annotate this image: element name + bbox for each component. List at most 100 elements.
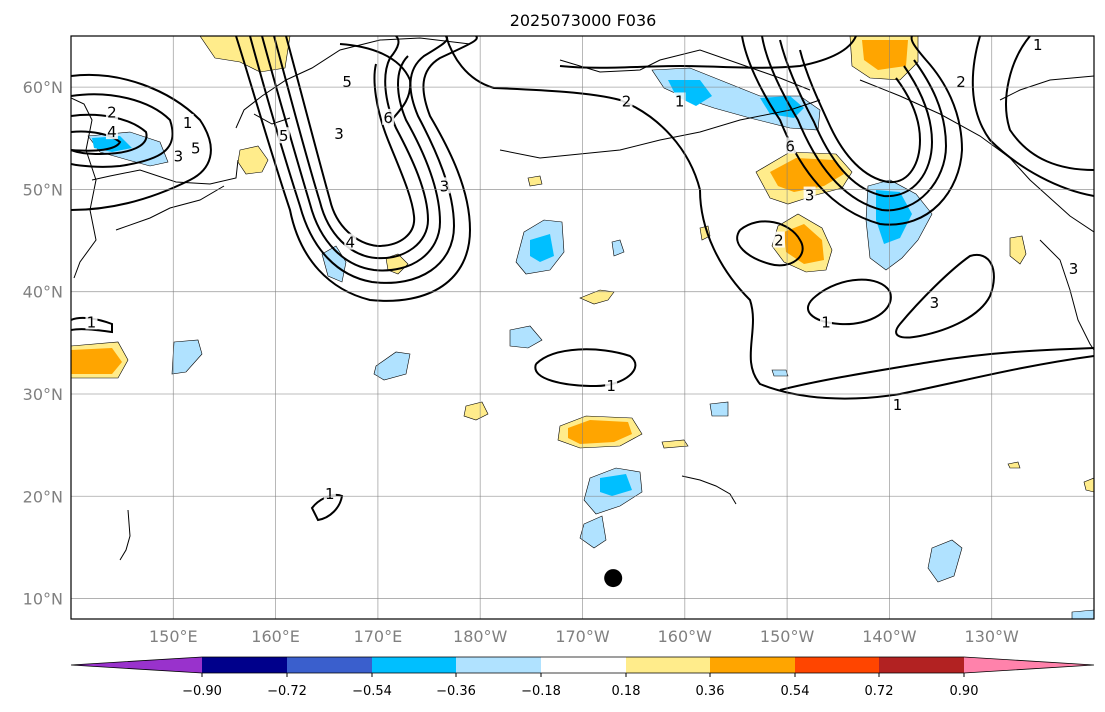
point-marker bbox=[604, 569, 623, 588]
contour-line bbox=[249, 36, 456, 284]
longitude-label: 130°W bbox=[965, 627, 1020, 646]
negative-anomaly-patch bbox=[709, 401, 729, 417]
contour-label-background bbox=[955, 73, 968, 90]
longitude-label: 160°W bbox=[658, 627, 713, 646]
contour-label: 4 bbox=[107, 123, 117, 141]
negative-anomaly-patch bbox=[171, 339, 203, 375]
contour-label-background bbox=[1067, 260, 1080, 277]
contour-line bbox=[534, 348, 637, 388]
longitude-label: 170°E bbox=[354, 627, 403, 646]
coastline bbox=[115, 185, 225, 231]
contour-label: 1 bbox=[183, 114, 193, 132]
colorbar bbox=[70, 656, 1095, 674]
negative-anomaly-patch bbox=[611, 239, 625, 257]
contour-label: 3 bbox=[174, 148, 184, 166]
contour-label-background bbox=[772, 231, 785, 248]
contour-label: 2 bbox=[956, 73, 966, 91]
colorbar-tick-label: −0.90 bbox=[182, 684, 222, 699]
colorbar-swatch bbox=[456, 657, 541, 673]
positive-anomaly-patch bbox=[784, 224, 824, 264]
contour-line bbox=[761, 36, 948, 212]
contour-label: 3 bbox=[440, 177, 450, 195]
colorbar-swatch bbox=[879, 657, 964, 673]
latitude-label: 50°N bbox=[23, 180, 63, 199]
coastline bbox=[499, 99, 821, 159]
positive-anomaly-patch bbox=[1083, 477, 1094, 493]
negative-anomaly-patch bbox=[876, 190, 912, 244]
coastline bbox=[559, 49, 811, 91]
coastline bbox=[71, 97, 97, 279]
colorbar-tick-label: −0.72 bbox=[267, 684, 307, 699]
contour-label-background bbox=[323, 485, 336, 502]
latitude-label: 60°N bbox=[23, 78, 63, 97]
longitude-label: 170°W bbox=[555, 627, 610, 646]
contour-label: 2 bbox=[774, 232, 784, 250]
contour-label-background bbox=[277, 127, 290, 144]
contour-line bbox=[1005, 36, 1094, 171]
contour-line bbox=[71, 316, 113, 334]
negative-anomaly-patch bbox=[771, 369, 789, 377]
positive-anomaly-patch bbox=[71, 348, 122, 374]
contour-label: 1 bbox=[893, 396, 903, 414]
negative-anomaly-patch bbox=[373, 351, 411, 381]
colorbar-tick-label: 0.90 bbox=[950, 684, 979, 699]
contour-label-background bbox=[189, 139, 202, 156]
contour-line bbox=[779, 347, 1094, 391]
contour-label: 6 bbox=[785, 137, 795, 155]
negative-anomaly-patch bbox=[1071, 609, 1094, 619]
colorbar-tick-label: 0.18 bbox=[612, 684, 641, 699]
positive-anomaly-patch bbox=[1007, 461, 1021, 469]
colorbar-tick-label: 0.36 bbox=[696, 684, 725, 699]
contour-line bbox=[779, 39, 934, 198]
contour-line bbox=[71, 93, 174, 168]
contour-label-background bbox=[344, 233, 357, 250]
contour-line bbox=[273, 36, 430, 260]
gridlines bbox=[71, 36, 1094, 619]
contour-label-background bbox=[172, 147, 185, 164]
colorbar-tick-labels: −0.90 −0.72 −0.54 −0.36 −0.18 0.18 0.36 0.54 0.7… bbox=[182, 673, 978, 699]
contour-label-background bbox=[382, 108, 395, 125]
contour-line bbox=[741, 36, 964, 226]
contour-label: 1 bbox=[821, 313, 831, 331]
contour-label: 2 bbox=[622, 92, 632, 110]
contour-label-background bbox=[105, 123, 118, 140]
coastline bbox=[235, 37, 471, 129]
colorbar-swatch bbox=[372, 657, 456, 673]
contour-label-background bbox=[673, 92, 686, 109]
contour-label: 5 bbox=[191, 140, 201, 158]
figure-title: 2025073000 F036 bbox=[510, 11, 657, 30]
negative-anomaly-patch bbox=[509, 325, 543, 349]
latitude-labels: 60°N 50°N 40°N 30°N 20°N 10°N bbox=[23, 78, 63, 608]
contour-line bbox=[799, 49, 922, 184]
contour-label: 1 bbox=[675, 92, 685, 110]
contour-line bbox=[285, 36, 416, 248]
colorbar-extend-max bbox=[964, 657, 1094, 673]
contour-label: 3 bbox=[805, 187, 815, 205]
latitude-label: 40°N bbox=[23, 283, 63, 302]
contour-label: 1 bbox=[87, 313, 97, 331]
contour-line bbox=[71, 74, 212, 211]
contour-label: 4 bbox=[346, 234, 356, 252]
contour-label-background bbox=[181, 113, 194, 130]
contour-label-background bbox=[105, 103, 118, 120]
positive-anomaly-patch bbox=[1009, 235, 1027, 265]
positive-anomaly-patch bbox=[463, 401, 489, 421]
positive-anomaly-patch bbox=[862, 40, 908, 70]
contour-label-background bbox=[928, 293, 941, 310]
contour-label: 2 bbox=[107, 104, 117, 122]
colorbar-tick-label: −0.36 bbox=[436, 684, 476, 699]
contour-line bbox=[559, 36, 857, 69]
colorbar-swatch bbox=[287, 657, 372, 673]
contour-line bbox=[736, 220, 804, 267]
colorbar-tick-label: −0.54 bbox=[352, 684, 392, 699]
coastline bbox=[1039, 239, 1094, 351]
colorbar-swatch bbox=[626, 657, 710, 673]
contour-line bbox=[971, 36, 1094, 197]
contour-label-background bbox=[803, 186, 816, 203]
longitude-label: 140°W bbox=[862, 627, 917, 646]
positive-anomaly-patch bbox=[527, 175, 543, 187]
contour-label: 1 bbox=[325, 485, 335, 503]
contour-line bbox=[71, 130, 122, 152]
